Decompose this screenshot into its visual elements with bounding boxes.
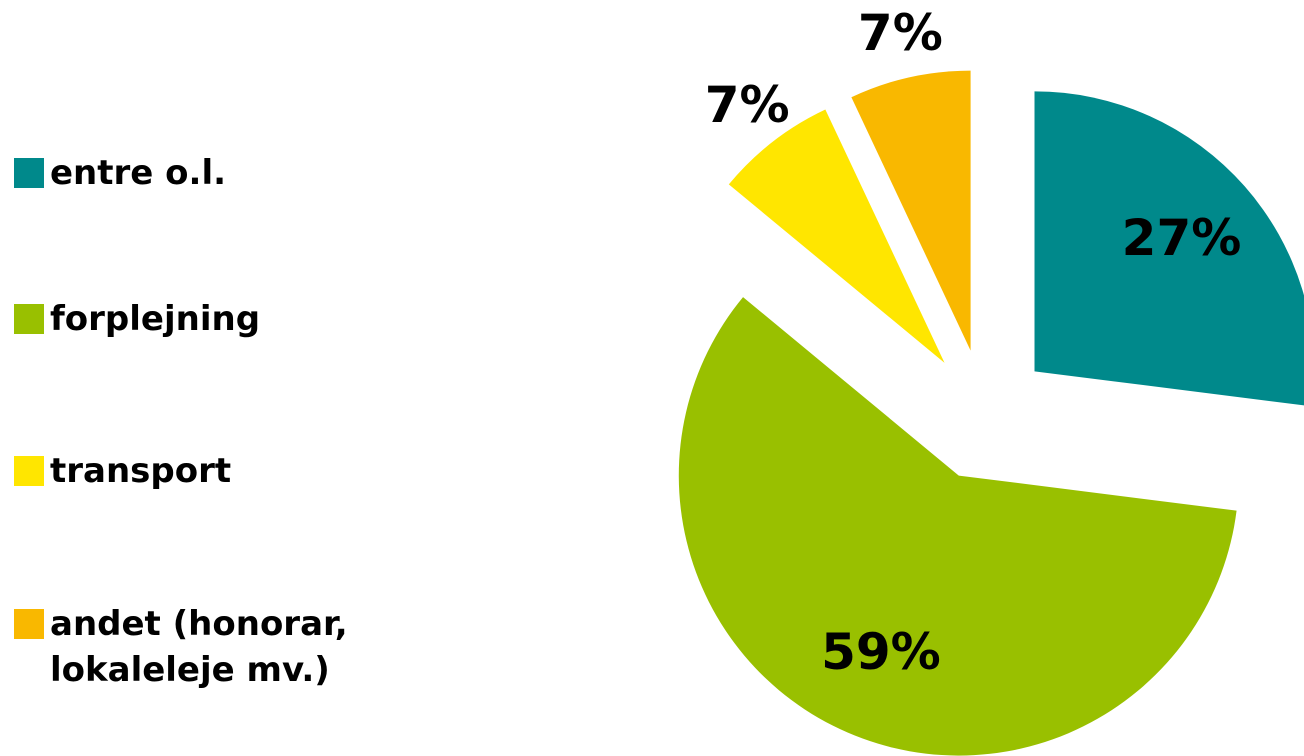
legend-swatch <box>14 456 44 486</box>
legend-item: entre o.l. <box>14 150 434 196</box>
pie-slice <box>851 70 971 351</box>
data-label: 27% <box>1122 209 1242 267</box>
legend-swatch <box>14 304 44 334</box>
data-label: 7% <box>858 4 943 62</box>
legend-swatch <box>14 609 44 639</box>
legend-label: andet (honorar, lokaleleje mv.) <box>50 604 348 690</box>
legend-label: entre o.l. <box>50 153 227 193</box>
legend-item: forplejning <box>14 296 434 342</box>
legend-label: forplejning <box>50 299 261 339</box>
pie-slice <box>728 109 945 363</box>
data-label: 59% <box>821 623 941 681</box>
pie-slice <box>1034 91 1304 406</box>
data-label: 7% <box>705 76 790 134</box>
legend-label: transport <box>50 451 232 491</box>
legend-item: andet (honorar, lokaleleje mv.) <box>14 601 434 693</box>
legend-swatch <box>14 158 44 188</box>
pie-slice <box>678 297 1237 756</box>
legend-item: transport <box>14 448 434 494</box>
